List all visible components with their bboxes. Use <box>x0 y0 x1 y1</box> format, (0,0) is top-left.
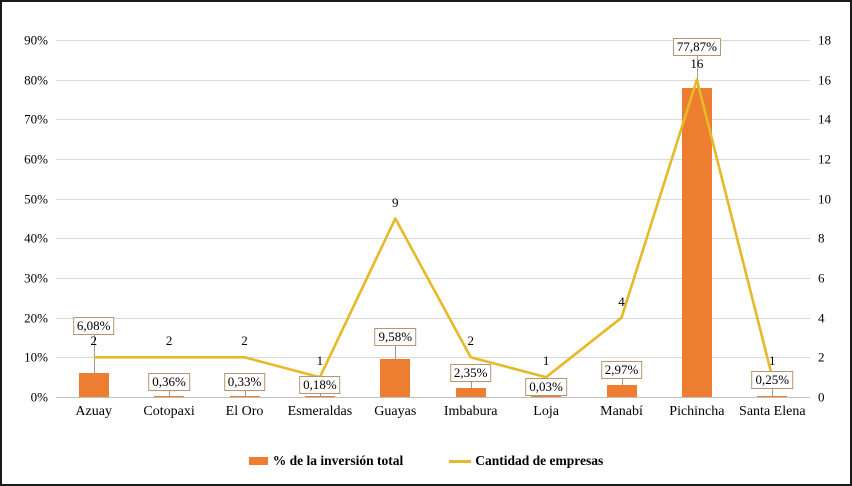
data-label-leader-line <box>772 389 774 396</box>
bar-value-label: 0,36% <box>148 373 190 391</box>
bar-value-label: 9,58% <box>374 328 417 346</box>
left-axis-tick-label: 10% <box>24 349 48 365</box>
x-axis-category-label: Pichincha <box>669 404 725 419</box>
line-value-label: 2 <box>165 333 173 349</box>
x-axis-category-label: Azuay <box>75 404 112 419</box>
left-axis-tick-label: 80% <box>24 72 48 88</box>
line-series-swatch-icon <box>449 459 472 463</box>
bar-value-label: 77,87% <box>672 38 721 56</box>
legend-item-empresas: Cantidad de empresas <box>449 453 603 469</box>
right-axis-tick-label: 8 <box>818 230 825 246</box>
bar <box>380 359 411 397</box>
bar <box>681 88 712 397</box>
line-value-label: 16 <box>690 55 704 71</box>
data-label-leader-line <box>470 382 472 388</box>
right-axis-tick-label: 6 <box>818 270 825 286</box>
right-axis-tick-label: 14 <box>818 111 831 127</box>
bar-series-swatch-icon <box>248 457 268 465</box>
legend: % de la inversión total Cantidad de empr… <box>2 453 850 469</box>
line-value-label: 1 <box>542 353 550 369</box>
line-value-label: 2 <box>241 333 248 349</box>
gridline <box>56 40 810 41</box>
bar <box>229 395 260 397</box>
left-axis-tick-label: 30% <box>24 270 48 286</box>
right-axis-tick-label: 4 <box>818 310 825 326</box>
right-axis-tick-label: 12 <box>818 151 831 167</box>
bar-value-label: 2,97% <box>600 361 643 379</box>
x-axis-category-label: El Oro <box>225 404 264 419</box>
x-axis-category-label: Cotopaxi <box>143 404 195 419</box>
line-value-label: 1 <box>316 353 324 369</box>
x-axis-category-label: Imbabura <box>443 404 498 419</box>
bar <box>606 385 637 397</box>
left-axis-tick-label: 60% <box>24 151 48 167</box>
x-axis-category-label: Santa Elena <box>739 404 806 419</box>
data-label-leader-line <box>621 379 623 386</box>
bar <box>78 372 109 397</box>
bar-value-label: 0,25% <box>751 371 794 389</box>
gridline <box>56 397 810 398</box>
left-axis-tick-label: 70% <box>24 111 48 127</box>
left-axis-tick-label: 50% <box>24 191 48 207</box>
left-axis-tick-label: 90% <box>24 32 48 48</box>
bar <box>531 396 562 397</box>
data-label-leader-line <box>169 391 171 396</box>
legend-label-inversion: % de la inversión total <box>272 453 404 468</box>
legend-item-inversion: % de la inversión total <box>248 453 404 469</box>
bar-value-label: 0,33% <box>223 373 266 391</box>
left-axis-tick-label: 0% <box>30 389 48 405</box>
line-value-label: 4 <box>618 293 625 309</box>
right-axis-tick-label: 0 <box>818 389 825 405</box>
bar <box>154 395 185 397</box>
line-series-path <box>93 78 774 379</box>
legend-label-empresas: Cantidad de empresas <box>475 453 604 468</box>
bar-value-label: 6,08% <box>72 317 115 335</box>
line-value-label: 9 <box>392 194 399 210</box>
x-axis-category-label: Loja <box>533 404 559 419</box>
data-label-leader-line <box>244 391 246 396</box>
right-axis-tick-label: 18 <box>818 32 831 48</box>
data-label-leader-line <box>319 394 321 396</box>
line-value-label: 2 <box>90 333 97 349</box>
bar-value-label: 2,35% <box>449 364 492 382</box>
right-axis-tick-label: 10 <box>818 191 831 207</box>
data-label-leader-line <box>395 346 397 359</box>
data-label-leader-line <box>696 56 698 89</box>
bar-value-label: 0,03% <box>525 378 567 396</box>
x-axis-category-label: Esmeraldas <box>287 404 353 419</box>
x-axis-category-label: Manabí <box>600 404 643 419</box>
line-value-label: 2 <box>467 333 474 349</box>
left-axis-tick-label: 20% <box>24 310 48 326</box>
left-axis-tick-label: 40% <box>24 230 48 246</box>
right-axis-tick-label: 2 <box>818 349 825 365</box>
bar <box>757 396 788 397</box>
bar <box>304 396 335 397</box>
x-axis-category-label: Guayas <box>374 404 417 419</box>
bar-value-label: 0,18% <box>299 376 341 394</box>
line-value-label: 1 <box>769 353 776 369</box>
bar <box>455 387 486 397</box>
right-axis-tick-label: 16 <box>818 72 831 88</box>
